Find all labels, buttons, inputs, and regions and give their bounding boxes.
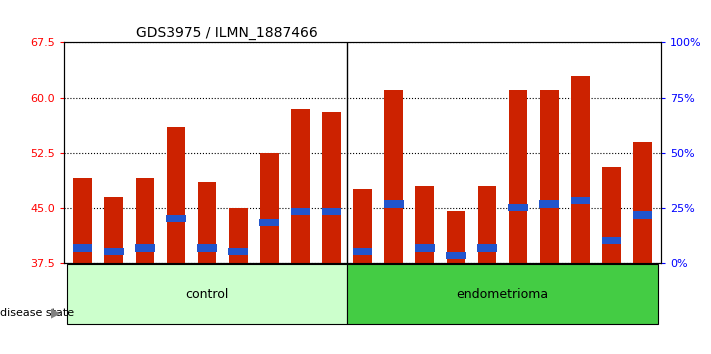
Bar xyxy=(260,153,279,263)
Bar xyxy=(321,208,341,215)
Bar xyxy=(570,197,590,204)
Bar xyxy=(136,178,154,263)
Bar xyxy=(385,90,403,263)
Bar xyxy=(415,244,434,252)
Bar xyxy=(291,208,310,215)
Bar xyxy=(477,244,497,252)
Bar xyxy=(509,90,528,263)
Bar xyxy=(540,90,559,263)
Bar xyxy=(166,127,186,263)
Bar xyxy=(229,208,247,263)
Bar xyxy=(166,215,186,222)
Text: disease state: disease state xyxy=(0,308,74,318)
Bar xyxy=(447,211,465,263)
Bar xyxy=(260,219,279,226)
Bar xyxy=(228,248,248,255)
Bar xyxy=(446,252,466,259)
Bar xyxy=(571,75,589,263)
Text: endometrioma: endometrioma xyxy=(456,288,549,301)
Bar xyxy=(353,248,373,255)
Text: ▶: ▶ xyxy=(51,307,61,320)
Bar xyxy=(602,237,621,244)
Bar xyxy=(197,244,217,252)
Text: GDS3975 / ILMN_1887466: GDS3975 / ILMN_1887466 xyxy=(136,26,317,40)
Bar xyxy=(347,264,658,324)
Bar xyxy=(508,204,528,211)
Bar xyxy=(291,109,310,263)
Bar xyxy=(478,185,496,263)
Bar xyxy=(602,167,621,263)
Bar xyxy=(73,178,92,263)
Bar xyxy=(633,211,653,219)
Bar xyxy=(73,244,92,252)
Bar xyxy=(105,197,123,263)
Bar xyxy=(384,200,404,208)
Bar xyxy=(353,189,372,263)
Bar xyxy=(67,264,347,324)
Bar xyxy=(415,185,434,263)
Bar xyxy=(540,200,559,208)
Bar xyxy=(634,142,652,263)
Bar xyxy=(104,248,124,255)
Bar xyxy=(198,182,216,263)
Bar xyxy=(322,112,341,263)
Text: control: control xyxy=(186,288,229,301)
Bar xyxy=(135,244,155,252)
